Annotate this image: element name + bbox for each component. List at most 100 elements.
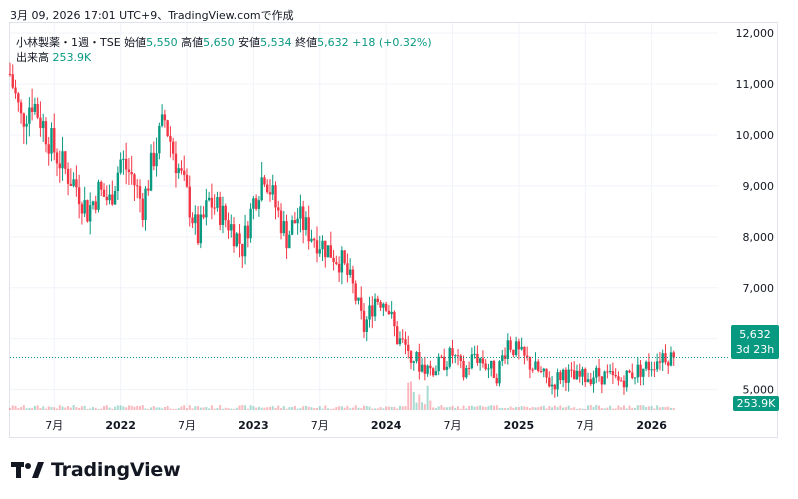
candle-body (570, 369, 573, 371)
volume-bar (589, 405, 592, 410)
candle-body (589, 379, 592, 385)
candle-body (440, 356, 443, 358)
candle-body (213, 207, 216, 209)
candle-body (407, 344, 410, 352)
x-tick-label: 2023 (238, 419, 269, 432)
volume-bar (130, 405, 133, 410)
volume-bar (595, 405, 598, 410)
candle-body (379, 301, 382, 308)
volume-bar (166, 406, 169, 410)
candle-body (517, 341, 521, 350)
candle-body (102, 189, 106, 197)
volume-bar (155, 407, 158, 410)
candle-body (183, 170, 186, 175)
volume-bar (647, 406, 650, 410)
volume-bar (199, 407, 202, 410)
candle-body (365, 319, 368, 332)
volume-bar (376, 408, 379, 410)
candle-body (89, 205, 92, 222)
volume-bar (94, 407, 97, 410)
volume-bar (570, 408, 573, 410)
symbol-title[interactable]: 小林製薬・1週・TSE (16, 36, 121, 49)
volume-bar (598, 405, 601, 410)
candle-body (254, 198, 258, 209)
volume-bar (390, 406, 393, 410)
volume-bar (152, 406, 155, 410)
tradingview-logo[interactable]: TradingView (11, 457, 181, 483)
candle-body (393, 311, 396, 327)
volume-bar (501, 407, 504, 410)
volume-bar (625, 408, 628, 410)
volume-bar (50, 407, 53, 410)
candle-body (437, 356, 440, 372)
volume-bar (515, 407, 518, 410)
candle-body (19, 102, 23, 114)
volume-bar (479, 405, 482, 410)
volume-bar (462, 405, 465, 410)
candle-body (351, 269, 355, 284)
candle-body (36, 103, 39, 118)
candle-body (266, 184, 269, 193)
volume-bar (548, 406, 551, 410)
volume-bar (517, 407, 520, 410)
candle-body (83, 200, 86, 214)
volume-bar (75, 407, 78, 410)
candle-body (608, 371, 612, 373)
volume-bar (252, 406, 255, 410)
volume-bar (526, 406, 529, 410)
candle-body (77, 187, 81, 205)
volume-bar (564, 407, 567, 410)
candle-body (147, 188, 150, 191)
candle-body (539, 371, 543, 373)
candle-body (191, 217, 194, 224)
volume-bar (368, 406, 371, 410)
chart-caption: 3月 09, 2026 17:01 UTC+9、TradingView.comで… (10, 9, 294, 22)
candle-body (542, 368, 545, 372)
candle-body (260, 177, 263, 201)
volume-bar (418, 394, 421, 410)
candle-body (658, 361, 662, 363)
candle-body (531, 369, 534, 371)
candle-body (246, 225, 250, 239)
volume-bar (528, 408, 531, 410)
candle-body (647, 361, 651, 371)
bar-countdown: 3d 23h (735, 343, 775, 356)
candle-body (470, 354, 474, 369)
candle-body (384, 303, 388, 311)
volume-bar (440, 405, 443, 410)
candle-body (235, 233, 238, 247)
candle-body (418, 352, 421, 372)
volume-bar (183, 405, 186, 410)
volume-bar (498, 407, 501, 410)
candle-body (550, 384, 554, 387)
candle-body (100, 181, 103, 190)
volume-bar (600, 408, 603, 410)
candle-body (11, 74, 14, 88)
volume-bar (291, 407, 294, 410)
candle-body (108, 194, 111, 201)
candle-body (443, 356, 446, 370)
volume-bar (103, 405, 106, 410)
volume-bar (299, 408, 302, 410)
volume-bar (385, 406, 388, 410)
candle-body (628, 370, 631, 373)
candle-body (420, 364, 424, 372)
x-tick-label: 7月 (45, 419, 63, 432)
volume-bar (620, 407, 623, 410)
candle-body (548, 377, 551, 387)
volume-bar (545, 408, 548, 410)
candle-body (398, 338, 402, 345)
volume-bar (504, 408, 507, 410)
candle-body (315, 240, 319, 254)
candle-body (304, 217, 308, 230)
volume-bar (329, 408, 332, 410)
volume-bar (327, 408, 330, 410)
volume-bar (304, 405, 307, 410)
volume-bar (293, 405, 296, 410)
volume-bar (396, 408, 399, 410)
candle-body (401, 338, 404, 340)
volume-bar (542, 405, 545, 410)
candle-body (318, 249, 321, 254)
volume-bar (628, 405, 631, 410)
